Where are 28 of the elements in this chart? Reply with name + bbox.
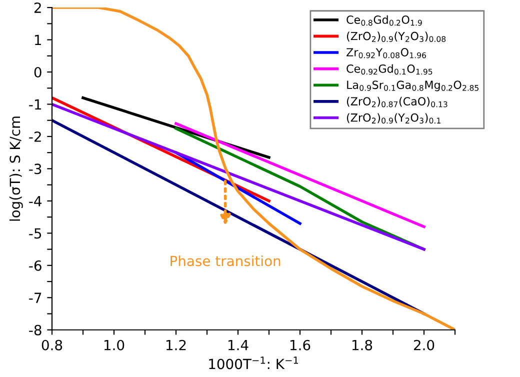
y-tick-label: -6	[29, 260, 42, 271]
y-tick-label: -7	[29, 292, 42, 303]
text: (ZrO$_{2}$)$_{0.9}$(Y$_{2}$O$_{3}$)$_{0.08}$	[346, 32, 446, 42]
x-tick-label: 1.4	[228, 340, 248, 350]
y-tick-label: -5	[29, 228, 42, 239]
y-axis-title: log(σT): S K/cm	[9, 116, 23, 221]
y-tick-label: -4	[29, 196, 42, 206]
y-tick-label: 2	[34, 2, 41, 13]
x-tick-label: 1.0	[104, 340, 124, 350]
y-tick-label: -8	[29, 324, 42, 336]
x-tick-label: 1.8	[352, 340, 372, 350]
text: La$_{0.9}$Sr$_{0.1}$Ga$_{0.8}$Mg$_{0.2}$O$_{2.85}$	[347, 80, 478, 92]
legend-label: Zr$_{0.92}$Y$_{0.08}$O$_{1.96}$	[346, 48, 426, 58]
x-tick-label: 1.6	[290, 340, 310, 350]
legend-label: (ZrO$_{2}$)$_{0.87}$(CaO)$_{0.13}$	[346, 96, 448, 108]
y-tick-label: -3	[29, 164, 42, 174]
annotation: Phase transition	[170, 255, 280, 266]
legend-label: Ce$_{0.8}$Gd$_{0.2}$O$_{1.9}$	[346, 15, 422, 26]
text: (ZrO$_{2}$)$_{0.9}$(Y$_{2}$O$_{3}$)$_{0.1}$	[346, 113, 440, 124]
x-tick-label: 2.0	[414, 340, 434, 350]
y-tick-label: -1	[29, 99, 41, 110]
x-tick-label: 1.2	[166, 340, 186, 350]
x-axis-title: 1000T$^{−1}$: K$^{−1}$	[209, 356, 298, 370]
y-tick-label: 1	[34, 34, 41, 46]
x-tick-label: 0.8	[42, 340, 62, 350]
legend-label: Ce$_{0.92}$Gd$_{0.1}$O$_{1.95}$	[346, 64, 432, 75]
y-tick-label: -2	[29, 131, 41, 142]
y-tick-label: 0	[34, 66, 42, 78]
